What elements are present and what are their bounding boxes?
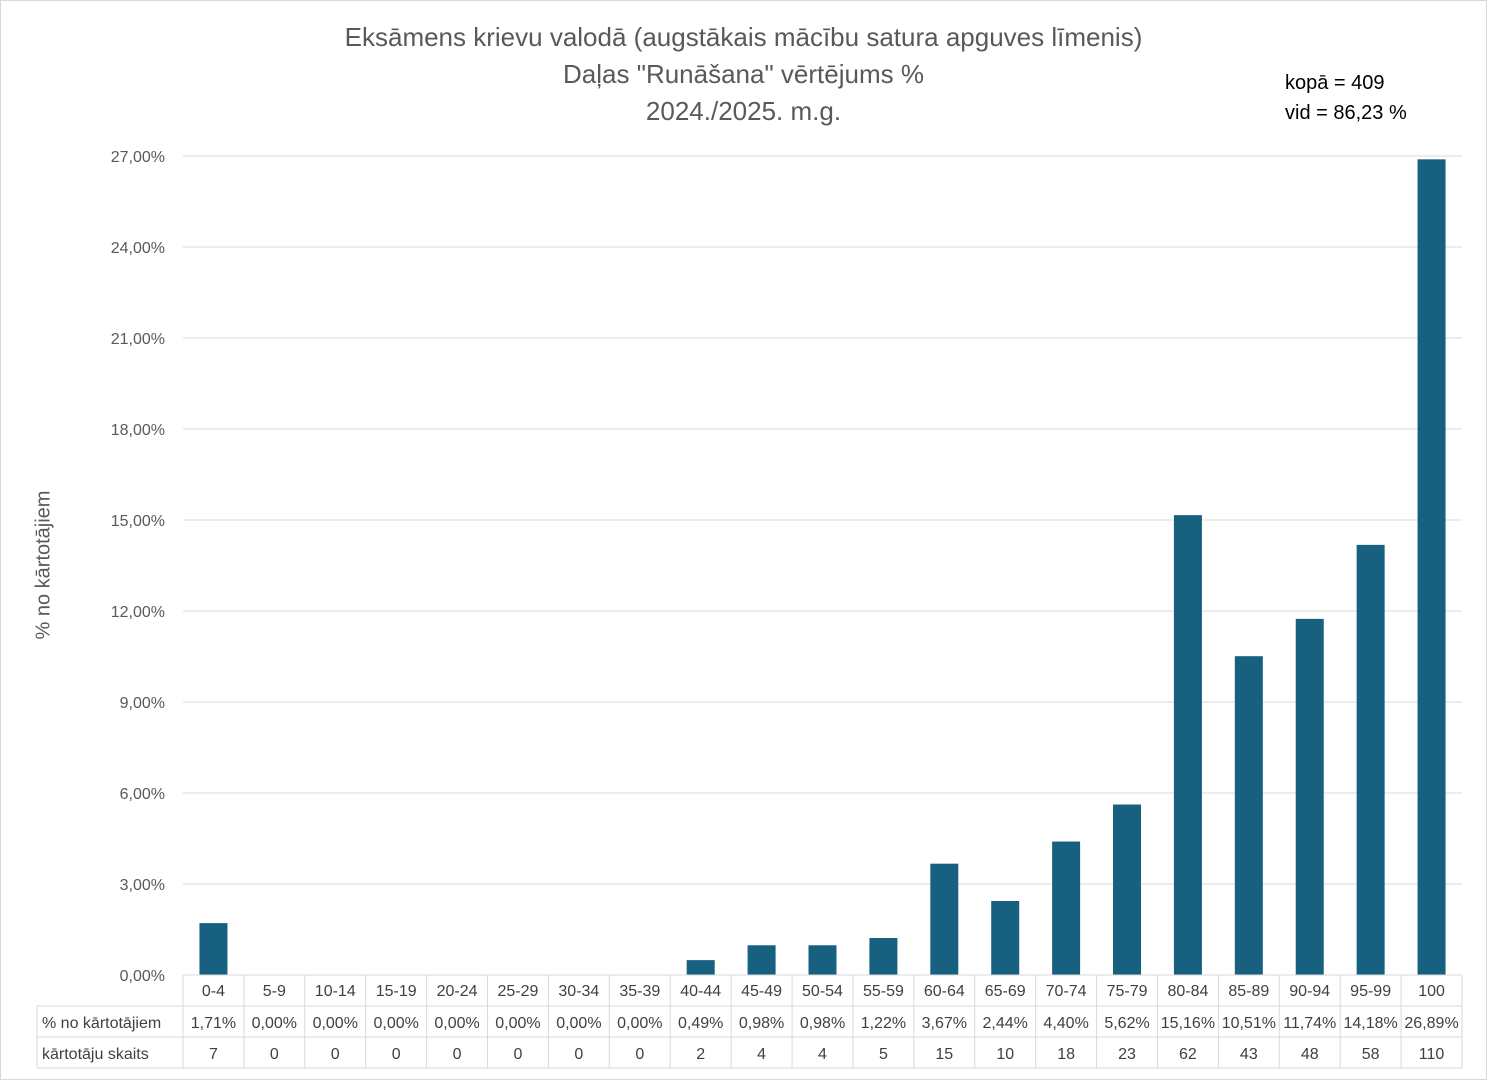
percent-cell: 1,71%	[191, 1015, 236, 1032]
percent-cell: 14,18%	[1344, 1015, 1398, 1032]
bar	[930, 863, 959, 975]
y-tick-label: 18,00%	[111, 422, 165, 439]
x-tick-label: 100	[1418, 983, 1445, 1000]
percent-cell: 15,16%	[1161, 1015, 1215, 1032]
table-row-label: % no kārtotājiem	[42, 1015, 161, 1032]
y-tick-label: 3,00%	[120, 877, 165, 894]
x-tick-label: 65-69	[985, 983, 1026, 1000]
percent-cell: 5,62%	[1104, 1015, 1149, 1032]
x-tick-label: 10-14	[315, 983, 356, 1000]
bar	[1113, 804, 1142, 975]
x-tick-label: 50-54	[802, 983, 843, 1000]
bar	[1052, 841, 1081, 975]
percent-cell: 10,51%	[1222, 1015, 1276, 1032]
percent-cell: 0,98%	[739, 1015, 784, 1032]
count-cell: 7	[209, 1046, 218, 1063]
count-cell: 18	[1057, 1046, 1075, 1063]
x-tick-label: 15-19	[376, 983, 417, 1000]
percent-cell: 2,44%	[983, 1015, 1028, 1032]
x-tick-label: 40-44	[680, 983, 721, 1000]
count-cell: 0	[574, 1046, 583, 1063]
y-tick-label: 21,00%	[111, 331, 165, 348]
bar	[747, 945, 776, 975]
percent-cell: 0,00%	[434, 1015, 479, 1032]
count-cell: 10	[996, 1046, 1014, 1063]
x-tick-label: 20-24	[437, 983, 478, 1000]
y-tick-label: 27,00%	[111, 149, 165, 166]
total-count-label: kopā = 409	[1285, 72, 1385, 94]
count-cell: 62	[1179, 1046, 1197, 1063]
chart-year: 2024./2025. m.g.	[645, 96, 842, 126]
count-cell: 48	[1301, 1046, 1319, 1063]
x-tick-label: 35-39	[619, 983, 660, 1000]
count-cell: 0	[453, 1046, 462, 1063]
x-tick-label: 5-9	[263, 983, 286, 1000]
x-tick-label: 85-89	[1228, 983, 1269, 1000]
percent-cell: 0,49%	[678, 1015, 723, 1032]
y-tick-label: 12,00%	[111, 604, 165, 621]
count-cell: 110	[1419, 1046, 1445, 1063]
count-cell: 0	[270, 1046, 279, 1063]
x-tick-label: 90-94	[1289, 983, 1330, 1000]
count-cell: 0	[331, 1046, 340, 1063]
count-cell: 0	[392, 1046, 401, 1063]
percent-cell: 0,00%	[373, 1015, 418, 1032]
chart-subtitle: Daļas "Runāšana" vērtējums %	[563, 59, 924, 89]
count-cell: 58	[1362, 1046, 1380, 1063]
x-tick-label: 60-64	[924, 983, 965, 1000]
count-cell: 2	[696, 1046, 705, 1063]
count-cell: 23	[1118, 1046, 1136, 1063]
count-cell: 43	[1240, 1046, 1258, 1063]
count-cell: 4	[757, 1046, 766, 1063]
x-tick-label: 75-79	[1107, 983, 1148, 1000]
percent-cell: 3,67%	[922, 1015, 967, 1032]
percent-cell: 0,98%	[800, 1015, 845, 1032]
count-cell: 0	[514, 1046, 523, 1063]
percent-cell: 4,40%	[1043, 1015, 1088, 1032]
y-tick-label: 0,00%	[120, 968, 165, 985]
x-tick-label: 45-49	[741, 983, 782, 1000]
percent-cell: 26,89%	[1404, 1015, 1458, 1032]
count-cell: 0	[635, 1046, 644, 1063]
y-tick-label: 24,00%	[111, 240, 165, 257]
bar	[1234, 656, 1263, 975]
count-cell: 4	[818, 1046, 827, 1063]
percent-cell: 11,74%	[1283, 1015, 1336, 1032]
bar	[686, 960, 715, 975]
percent-cell: 0,00%	[313, 1015, 358, 1032]
table-row-label: kārtotāju skaits	[42, 1046, 149, 1063]
bar	[1173, 515, 1202, 975]
percent-cell: 0,00%	[252, 1015, 297, 1032]
percent-cell: 0,00%	[495, 1015, 540, 1032]
x-tick-label: 0-4	[202, 983, 225, 1000]
x-tick-label: 80-84	[1167, 983, 1208, 1000]
bar	[991, 900, 1020, 975]
count-cell: 5	[879, 1046, 888, 1063]
bar	[1295, 618, 1324, 975]
y-tick-label: 9,00%	[120, 695, 165, 712]
x-tick-label: 30-34	[558, 983, 599, 1000]
x-tick-label: 95-99	[1350, 983, 1391, 1000]
percent-cell: 0,00%	[556, 1015, 601, 1032]
bar	[808, 945, 837, 975]
count-cell: 15	[935, 1046, 953, 1063]
x-tick-label: 25-29	[498, 983, 539, 1000]
y-tick-label: 15,00%	[111, 513, 165, 530]
y-tick-label: 6,00%	[120, 786, 165, 803]
bar	[869, 937, 898, 975]
chart-title: Eksāmens krievu valodā (augstākais mācīb…	[344, 22, 1143, 52]
bar	[1417, 159, 1446, 975]
bar	[1356, 544, 1385, 975]
x-tick-label: 70-74	[1046, 983, 1087, 1000]
percent-cell: 0,00%	[617, 1015, 662, 1032]
percent-cell: 1,22%	[861, 1015, 906, 1032]
average-label: vid = 86,23 %	[1285, 102, 1407, 124]
x-tick-label: 55-59	[863, 983, 904, 1000]
bar	[199, 923, 228, 975]
